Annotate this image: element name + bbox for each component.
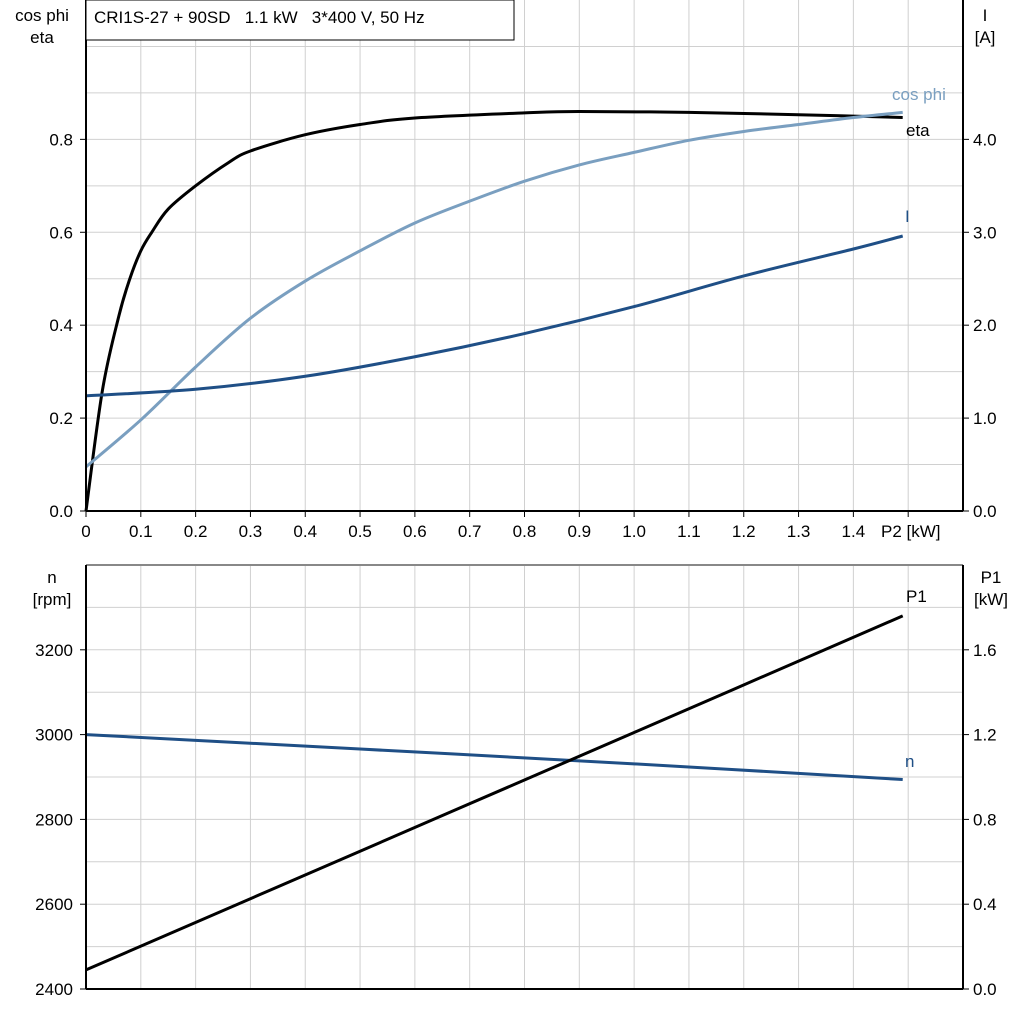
series-label-i: I [905,207,910,226]
left-axis-label-rpm: [rpm] [33,590,72,609]
curves [84,109,904,972]
y-tick-label-right: 1.0 [973,409,997,428]
right-axis-label-i: I [983,6,988,25]
y-tick-label-right: 2.0 [973,316,997,335]
x-axis-label: P2 [kW] [881,522,941,541]
labels: CRI1S-27 + 90SD 1.1 kW 3*400 V, 50 Hz co… [15,0,1008,771]
x-tick-label: 0.2 [184,522,208,541]
x-tick-label: 0.1 [129,522,153,541]
right-axis-label-p1: P1 [981,568,1002,587]
y-tick-label-left: 2400 [35,980,73,999]
y-tick-label-left: 2600 [35,895,73,914]
curve-eta [84,109,903,512]
curve-n [85,733,903,782]
top-grid [86,0,963,511]
y-tick-label-left: 0.0 [49,502,73,521]
series-label-cosphi: cos phi [892,85,946,104]
x-tick-label: 1.1 [677,522,701,541]
y-tick-label-left: 2800 [35,810,73,829]
title-box [85,0,515,41]
x-tick-label: 1.0 [622,522,646,541]
x-tick-label: 0.7 [458,522,482,541]
right-axis-label-i-unit: [A] [975,28,996,47]
y-tick-label-right: 0.0 [973,980,997,999]
tick-labels: 0 0.1 0.2 0.3 0.4 0.5 0.6 0.7 0.8 0.9 1.0 1.1 1.2 1.3… [35,130,996,999]
x-tick-label: 0.8 [513,522,537,541]
y-tick-label-right: 0.4 [973,895,997,914]
bottom-grid [86,565,963,989]
y-tick-label-left: 3000 [35,726,73,745]
series-label-eta: eta [906,121,930,140]
y-tick-label-left: 0.8 [49,130,73,149]
x-tick-label: 1.2 [732,522,756,541]
y-tick-label-right: 1.2 [973,726,997,745]
y-tick-label-right: 3.0 [973,223,997,242]
y-tick-label-right: 1.6 [973,641,997,660]
left-axis-label-n: n [47,568,56,587]
x-tick-label: 0.5 [348,522,372,541]
left-axis-label-eta: eta [30,28,54,47]
y-tick-label-right: 4.0 [973,130,997,149]
chart-title: CRI1S-27 + 90SD 1.1 kW 3*400 V, 50 Hz [94,8,425,27]
y-tick-label-right: 0.0 [973,502,997,521]
curve-cos-phi [85,110,903,469]
series-label-p1: P1 [906,587,927,606]
x-tick-label: 0.4 [293,522,317,541]
y-tick-label-left: 0.2 [49,409,73,428]
series-label-n: n [905,752,914,771]
y-tick-label-right: 0.8 [973,810,997,829]
curve-I [85,234,904,398]
x-tick-label: 1.3 [787,522,811,541]
x-tick-label: 0 [81,522,90,541]
x-tick-label: 0.3 [239,522,263,541]
x-tick-label: 0.9 [567,522,591,541]
y-tick-label-left: 0.4 [49,316,73,335]
curve-P1 [85,614,904,972]
y-tick-label-left: 3200 [35,641,73,660]
y-tick-label-left: 0.6 [49,223,73,242]
right-axis-label-p1-unit: [kW] [974,590,1008,609]
x-tick-label: 0.6 [403,522,427,541]
x-tick-label: 1.4 [842,522,866,541]
left-axis-label-cosphi: cos phi [15,6,69,25]
